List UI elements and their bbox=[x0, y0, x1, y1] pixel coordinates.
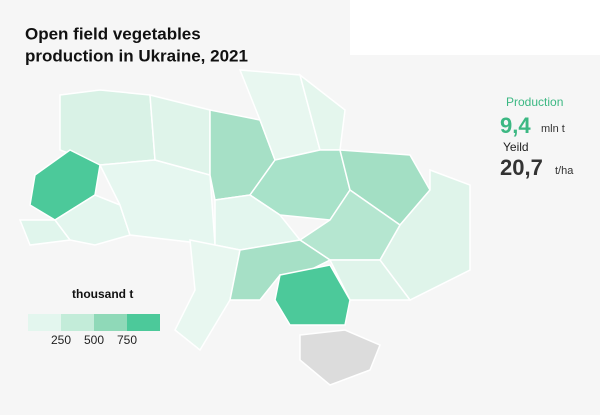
production-unit: mln t bbox=[541, 123, 565, 135]
region bbox=[274, 264, 351, 326]
legend-tick-label: 500 bbox=[84, 333, 104, 347]
production-value: 9,4 bbox=[500, 113, 531, 138]
legend-tick-label: 750 bbox=[117, 333, 137, 347]
map bbox=[18, 69, 471, 386]
legend: 250 500 750 bbox=[28, 314, 160, 347]
title-line: production in Ukraine, 2021 bbox=[25, 46, 248, 65]
legend-swatch bbox=[28, 314, 61, 331]
yield-value: 20,7 bbox=[500, 155, 543, 180]
region bbox=[328, 259, 412, 301]
legend-swatch bbox=[61, 314, 94, 331]
title-line: Open field vegetables bbox=[25, 24, 201, 43]
legend-title: thousand t bbox=[72, 287, 133, 301]
legend-swatch bbox=[127, 314, 160, 331]
legend-swatch bbox=[94, 314, 127, 331]
yield-label: Yeild bbox=[503, 140, 529, 154]
yield-unit: t/ha bbox=[555, 165, 574, 177]
production-label: Production bbox=[506, 95, 563, 109]
header-blank bbox=[350, 0, 600, 55]
crimea bbox=[299, 329, 381, 386]
region bbox=[174, 239, 241, 352]
legend-tick-label: 250 bbox=[51, 333, 71, 347]
